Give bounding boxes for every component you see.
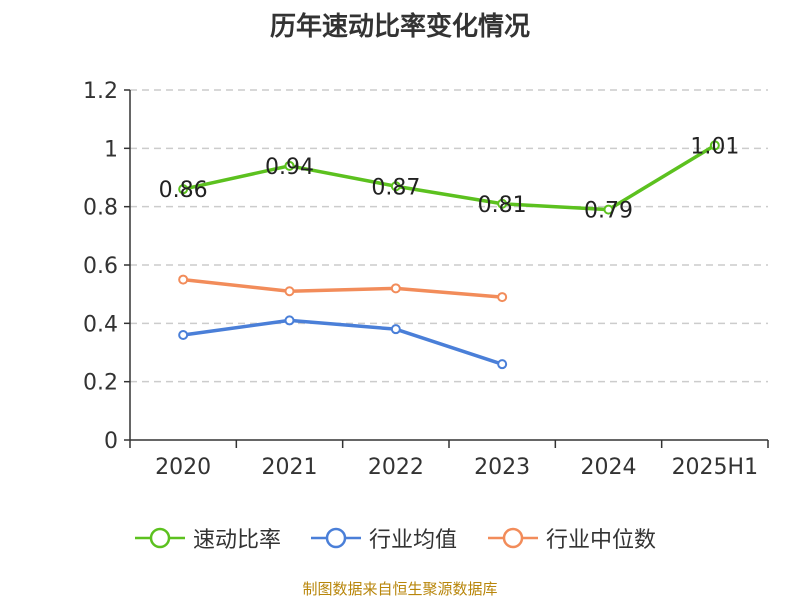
data-point	[390, 283, 401, 294]
x-tick-label: 2023	[474, 455, 530, 480]
legend-item-quick-ratio[interactable]: 速动比率	[135, 520, 281, 556]
series-line	[182, 318, 503, 366]
data-point	[603, 204, 614, 215]
data-point	[284, 315, 295, 326]
series-line	[182, 277, 503, 299]
data-point	[497, 359, 508, 370]
x-tick-label: 2025H1	[672, 455, 759, 480]
data-point	[497, 198, 508, 209]
legend-line-icon	[488, 527, 538, 549]
data-point	[178, 274, 189, 285]
series-line	[182, 143, 716, 212]
data-point	[178, 330, 189, 340]
grid-layer	[130, 89, 768, 383]
data-label-layer: 0.86 0.94 0.87 0.81 0.79 1.01	[159, 134, 740, 223]
y-tick-label: 0.8	[83, 196, 118, 221]
data-point	[390, 324, 401, 335]
y-tick-label: 1	[104, 137, 118, 162]
source-note: 制图数据来自恒生聚源数据库	[302, 580, 498, 598]
legend-label: 行业均值	[369, 528, 458, 553]
data-label: 0.86	[159, 178, 208, 203]
legend-label: 行业中位数	[546, 528, 657, 553]
data-label: 0.79	[584, 199, 633, 224]
x-tick-label: 2021	[262, 455, 318, 480]
data-label: 1.01	[690, 134, 739, 159]
data-point	[284, 286, 295, 297]
data-point	[497, 292, 508, 303]
y-tick-label: 0.2	[83, 371, 118, 396]
y-tick-label: 1.2	[83, 79, 118, 104]
legend-line-icon	[135, 527, 185, 549]
y-tick-label: 0.4	[83, 312, 118, 337]
legend-item-industry-median[interactable]: 行业中位数	[488, 520, 656, 556]
x-tick-label: 2024	[581, 455, 637, 480]
legend: 速动比率 行业均值 行业中位数	[0, 520, 800, 556]
data-point	[709, 140, 720, 151]
data-point	[178, 184, 189, 195]
legend-label: 速动比率	[193, 528, 282, 553]
legend-item-industry-mean[interactable]: 行业均值	[311, 520, 457, 556]
x-tick-label: 2022	[368, 455, 424, 480]
chart-title: 历年速动比率变化情况	[269, 12, 530, 42]
x-tick-label: 2020	[155, 455, 211, 480]
y-tick-label: 0.6	[83, 254, 118, 279]
data-label: 0.81	[478, 193, 527, 218]
data-point	[390, 181, 401, 192]
data-label: 0.94	[265, 155, 314, 180]
series-layer	[178, 140, 720, 370]
data-label: 0.87	[371, 175, 420, 200]
legend-line-icon	[311, 527, 361, 549]
data-point	[284, 160, 295, 171]
y-tick-label: 0	[104, 429, 118, 454]
